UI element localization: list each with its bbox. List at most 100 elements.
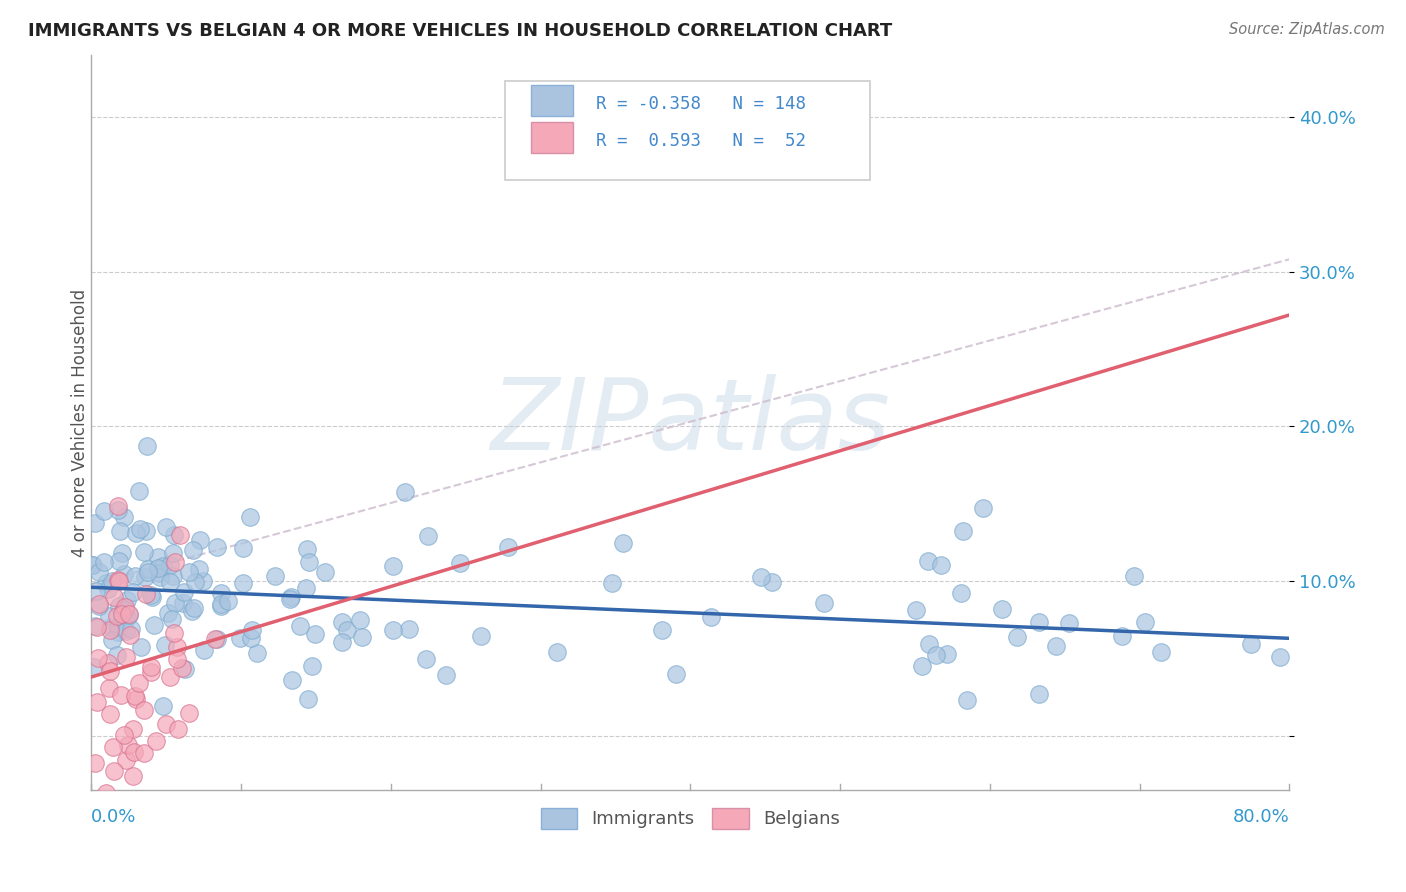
Point bbox=[86, 619, 108, 633]
Point bbox=[112, 567, 135, 582]
Point bbox=[101, 574, 124, 589]
Point bbox=[107, 624, 129, 639]
Point bbox=[470, 629, 492, 643]
Point bbox=[336, 623, 359, 637]
Point bbox=[105, 648, 128, 663]
Point bbox=[278, 591, 301, 606]
Point bbox=[298, 555, 321, 569]
Point bbox=[181, 603, 204, 617]
Point bbox=[107, 574, 129, 588]
Point bbox=[918, 637, 941, 651]
Point bbox=[546, 645, 568, 659]
Point bbox=[415, 652, 437, 666]
Point bbox=[132, 702, 155, 716]
Point bbox=[107, 620, 129, 634]
Point bbox=[153, 638, 176, 652]
Text: R =  0.593   N =  52: R = 0.593 N = 52 bbox=[596, 132, 806, 150]
Point bbox=[990, 601, 1012, 615]
Point bbox=[135, 587, 157, 601]
Text: 80.0%: 80.0% bbox=[1233, 808, 1289, 827]
Point bbox=[911, 658, 934, 673]
Point bbox=[173, 584, 195, 599]
Point bbox=[280, 590, 302, 604]
Point bbox=[115, 609, 138, 624]
Point bbox=[207, 632, 229, 646]
Point bbox=[83, 659, 105, 673]
Point bbox=[125, 692, 148, 706]
Point bbox=[98, 664, 121, 678]
Point bbox=[84, 619, 107, 633]
Point bbox=[925, 648, 948, 662]
Point bbox=[352, 630, 374, 644]
Point bbox=[93, 555, 115, 569]
Point bbox=[134, 570, 156, 584]
Point bbox=[449, 556, 471, 570]
Point bbox=[108, 553, 131, 567]
Point bbox=[240, 631, 263, 645]
Point bbox=[84, 516, 107, 531]
Point bbox=[205, 540, 228, 554]
Point bbox=[114, 649, 136, 664]
Point bbox=[381, 624, 404, 638]
Point bbox=[952, 524, 974, 538]
Point bbox=[972, 501, 994, 516]
Point bbox=[86, 695, 108, 709]
Point bbox=[434, 668, 457, 682]
Point bbox=[89, 599, 111, 614]
Point bbox=[94, 576, 117, 591]
Point bbox=[136, 561, 159, 575]
Point bbox=[813, 596, 835, 610]
Point bbox=[122, 722, 145, 736]
Point bbox=[1057, 615, 1080, 630]
Point bbox=[134, 746, 156, 760]
Point bbox=[115, 593, 138, 607]
Point bbox=[117, 739, 139, 753]
Point bbox=[700, 609, 723, 624]
Point bbox=[114, 603, 136, 617]
Point bbox=[124, 745, 146, 759]
Point bbox=[229, 631, 252, 645]
Point bbox=[188, 562, 211, 576]
Point bbox=[332, 634, 354, 648]
Point bbox=[156, 606, 179, 620]
Point bbox=[209, 599, 232, 613]
Point bbox=[1240, 637, 1263, 651]
Point bbox=[82, 558, 104, 573]
Point bbox=[98, 681, 121, 695]
Point bbox=[141, 588, 163, 602]
Point bbox=[135, 524, 157, 538]
Point bbox=[349, 613, 371, 627]
Point bbox=[179, 565, 201, 579]
Point bbox=[193, 642, 215, 657]
Point bbox=[295, 541, 318, 556]
Point bbox=[118, 607, 141, 622]
Point bbox=[143, 617, 166, 632]
Point bbox=[956, 693, 979, 707]
Point bbox=[110, 546, 132, 560]
Point bbox=[166, 652, 188, 666]
Point bbox=[172, 661, 194, 675]
Point bbox=[146, 550, 169, 565]
Point bbox=[209, 585, 232, 599]
Point bbox=[183, 601, 205, 615]
Point bbox=[128, 676, 150, 690]
Point bbox=[128, 483, 150, 498]
Text: Source: ZipAtlas.com: Source: ZipAtlas.com bbox=[1229, 22, 1385, 37]
Point bbox=[136, 565, 159, 579]
Point bbox=[209, 597, 232, 611]
Point bbox=[239, 510, 262, 524]
Point bbox=[1045, 639, 1067, 653]
Point bbox=[159, 670, 181, 684]
Point bbox=[184, 575, 207, 590]
Point bbox=[112, 728, 135, 742]
Point bbox=[290, 619, 312, 633]
Point bbox=[905, 603, 928, 617]
Point bbox=[114, 753, 136, 767]
Point bbox=[124, 569, 146, 583]
Point bbox=[112, 601, 135, 615]
Point bbox=[155, 520, 177, 534]
Point bbox=[97, 582, 120, 596]
Point bbox=[1150, 645, 1173, 659]
Point bbox=[87, 565, 110, 579]
Point bbox=[232, 576, 254, 591]
